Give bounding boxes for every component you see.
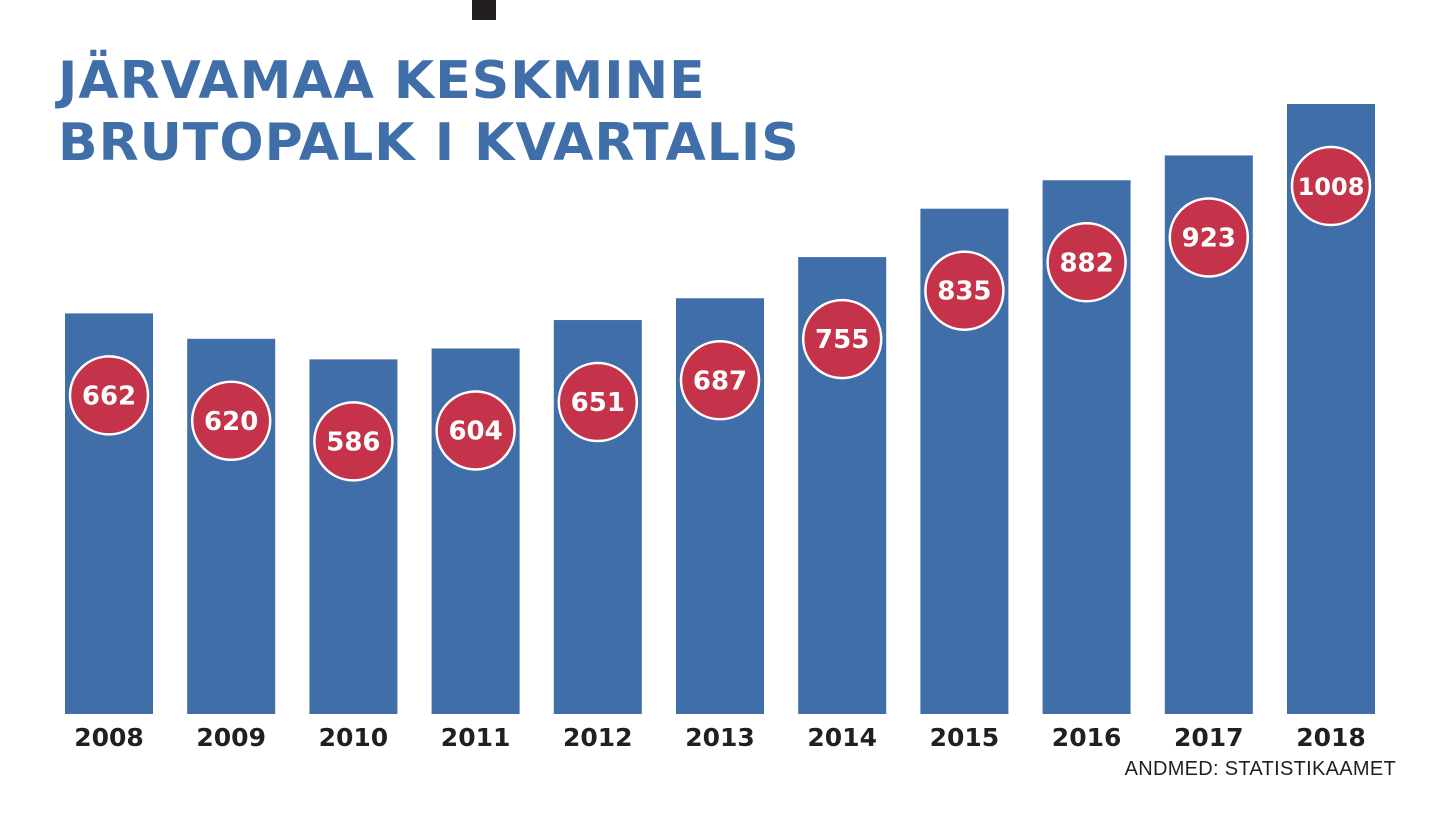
value-label-2015: 835: [937, 277, 991, 307]
value-label-2012: 651: [571, 388, 625, 418]
x-tick-label-2016: 2016: [1052, 723, 1122, 752]
value-badge-2008: [68, 355, 150, 436]
value-badge-2014: [801, 298, 883, 380]
value-badge-2015: [924, 250, 1005, 331]
value-badge-2009: [190, 380, 272, 462]
value-badge-2018: [1290, 145, 1372, 227]
x-tick-label-2015: 2015: [930, 723, 1000, 752]
x-tick-label-2010: 2010: [319, 723, 389, 752]
value-label-2018: 1008: [1298, 173, 1365, 201]
source-note: ANDMED: STATISTIKAAMET: [1124, 758, 1396, 780]
value-label-2014: 755: [815, 325, 869, 355]
value-badge-2010: [313, 401, 394, 482]
x-tick-label-2018: 2018: [1296, 723, 1366, 752]
value-label-2009: 620: [204, 407, 258, 437]
x-tick-label-2014: 2014: [807, 723, 877, 752]
x-tick-label-2012: 2012: [563, 723, 633, 752]
chart-title-line-1: JÄRVAMAA KESKMINE: [58, 51, 706, 111]
x-tick-label-2011: 2011: [441, 723, 511, 752]
value-label-2011: 604: [448, 416, 502, 446]
x-tick-label-2009: 2009: [196, 723, 266, 752]
x-tick-label-2013: 2013: [685, 723, 755, 752]
value-label-2017: 923: [1182, 223, 1236, 253]
value-badge-2017: [1168, 197, 1250, 278]
x-tick-label-2017: 2017: [1174, 723, 1244, 752]
value-label-2016: 882: [1059, 248, 1113, 278]
value-label-2013: 687: [693, 366, 747, 396]
x-tick-label-2008: 2008: [74, 723, 144, 752]
chart-title-line-2: BRUTOPALK I KVARTALIS: [58, 113, 800, 173]
top-marker: [472, 0, 496, 20]
chart-title: JÄRVAMAA KESKMINE BRUTOPALK I KVARTALIS: [58, 50, 800, 174]
value-badge-2012: [557, 361, 639, 443]
value-badge-2013: [679, 340, 761, 421]
value-badge-2011: [435, 390, 516, 471]
value-label-2010: 586: [326, 427, 380, 457]
value-badge-2016: [1046, 222, 1127, 303]
value-label-2008: 662: [82, 381, 136, 411]
